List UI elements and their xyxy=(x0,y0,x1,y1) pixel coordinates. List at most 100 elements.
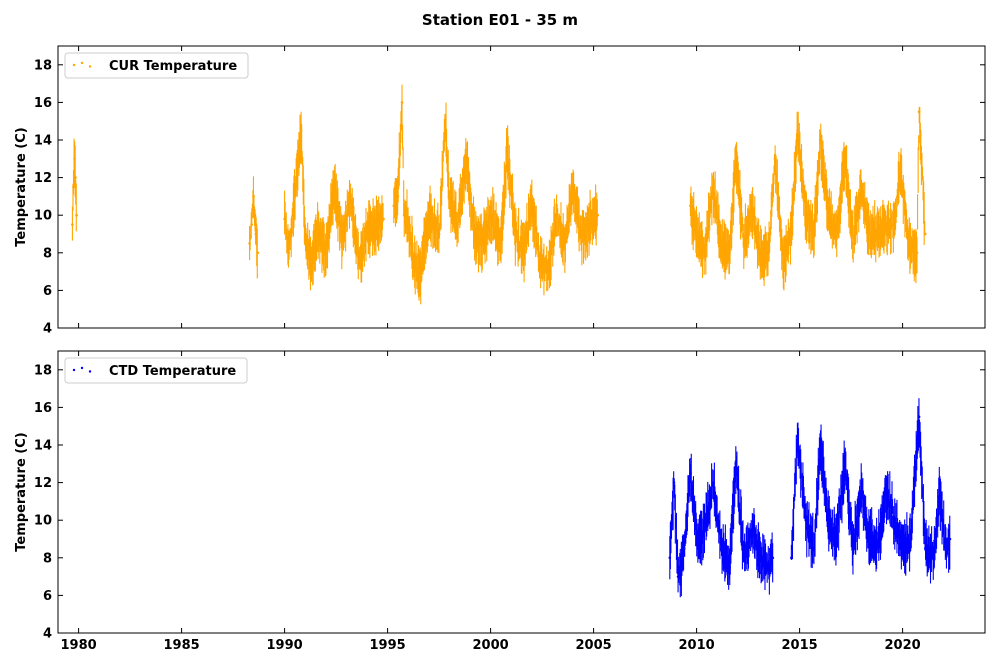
y-tick-label: 16 xyxy=(34,401,52,416)
x-tick-label: 2015 xyxy=(782,638,818,653)
y-tick-label: 12 xyxy=(34,171,52,186)
data-point xyxy=(827,518,830,522)
data-point xyxy=(248,242,251,245)
x-tick-label: 1985 xyxy=(164,638,200,653)
data-point xyxy=(299,129,303,132)
data-point xyxy=(437,232,441,236)
data-point xyxy=(804,213,808,217)
data-point xyxy=(944,547,948,550)
data-point xyxy=(876,547,880,550)
data-point xyxy=(464,157,468,161)
data-point xyxy=(668,556,672,560)
data-point xyxy=(373,223,377,226)
legend-marker xyxy=(88,370,92,373)
y-tick-label: 10 xyxy=(34,514,52,529)
data-point xyxy=(860,490,863,494)
series-segment xyxy=(392,84,600,305)
data-point xyxy=(901,547,904,550)
data-point xyxy=(720,242,723,245)
plot-frame xyxy=(57,45,986,329)
data-point xyxy=(835,232,838,236)
data-point xyxy=(818,443,822,447)
data-point xyxy=(827,213,830,217)
data-point xyxy=(283,217,286,221)
data-point xyxy=(489,213,492,217)
data-point xyxy=(303,242,307,245)
legend-box xyxy=(64,357,248,384)
data-point xyxy=(250,223,253,226)
data-point xyxy=(750,528,754,531)
data-point xyxy=(316,232,319,236)
data-point xyxy=(728,565,731,569)
data-point xyxy=(750,204,754,208)
data-point xyxy=(71,223,74,226)
data-point xyxy=(530,204,534,208)
y-axis-label: Temperature (C) xyxy=(14,432,29,551)
series-cur-temperature xyxy=(71,84,927,305)
data-point xyxy=(682,547,686,550)
data-point xyxy=(790,556,793,560)
y-axis-label: Temperature (C) xyxy=(14,127,29,246)
y-tick-label: 10 xyxy=(34,209,52,224)
data-point xyxy=(546,270,550,273)
x-tick-label: 2020 xyxy=(885,638,921,653)
data-point xyxy=(413,260,416,264)
legend-marker xyxy=(72,63,76,67)
data-point xyxy=(332,185,336,189)
x-tick-label: 2010 xyxy=(679,638,715,653)
series-segment xyxy=(689,106,927,291)
y-tick-label: 18 xyxy=(34,363,52,378)
data-point xyxy=(72,185,75,189)
data-point xyxy=(938,490,941,494)
y-tick-label: 4 xyxy=(43,322,52,337)
data-point xyxy=(73,157,76,161)
data-point xyxy=(252,195,255,198)
data-point xyxy=(812,547,816,550)
series-segment xyxy=(668,446,775,598)
legend: CTD Temperature xyxy=(64,357,248,384)
data-point xyxy=(287,251,291,255)
plot-frame xyxy=(57,350,986,634)
chart-title: Station E01 - 35 m xyxy=(422,11,578,29)
data-point xyxy=(835,537,838,541)
data-point xyxy=(734,462,738,466)
data-point xyxy=(868,232,871,236)
data-point xyxy=(256,251,260,255)
x-tick-label: 1980 xyxy=(61,638,97,653)
data-point xyxy=(804,518,808,522)
data-point xyxy=(868,537,871,541)
data-point xyxy=(400,101,404,104)
data-point xyxy=(324,251,328,255)
data-point xyxy=(771,556,775,560)
data-point xyxy=(382,217,385,221)
data-point xyxy=(448,195,451,198)
data-point xyxy=(759,556,762,560)
series-segment xyxy=(283,111,385,291)
data-point xyxy=(571,185,575,189)
data-point xyxy=(917,110,921,114)
data-point xyxy=(74,176,77,179)
data-point xyxy=(514,232,517,236)
data-point xyxy=(923,547,927,550)
data-point xyxy=(851,242,855,245)
data-point xyxy=(851,547,855,550)
data-point xyxy=(419,270,422,273)
data-point xyxy=(909,537,913,541)
panel-bottom: Temperature (C) 4 6 8 10 12 14 16 18 1980 1985 199… xyxy=(14,350,986,653)
data-point xyxy=(472,232,476,236)
data-point xyxy=(917,415,921,419)
y-tick-label: 14 xyxy=(34,439,52,454)
y-tick-label: 8 xyxy=(43,551,52,566)
data-point xyxy=(676,575,680,578)
y-tick-label: 18 xyxy=(34,58,52,73)
y-tick-label: 12 xyxy=(34,476,52,491)
legend-marker xyxy=(80,366,84,370)
data-point xyxy=(538,260,542,264)
data-point xyxy=(884,490,888,494)
data-point xyxy=(672,481,676,484)
data-point xyxy=(860,185,863,189)
data-point xyxy=(695,232,698,236)
data-point xyxy=(396,195,400,198)
data-point xyxy=(790,232,793,236)
data-point xyxy=(505,148,509,151)
